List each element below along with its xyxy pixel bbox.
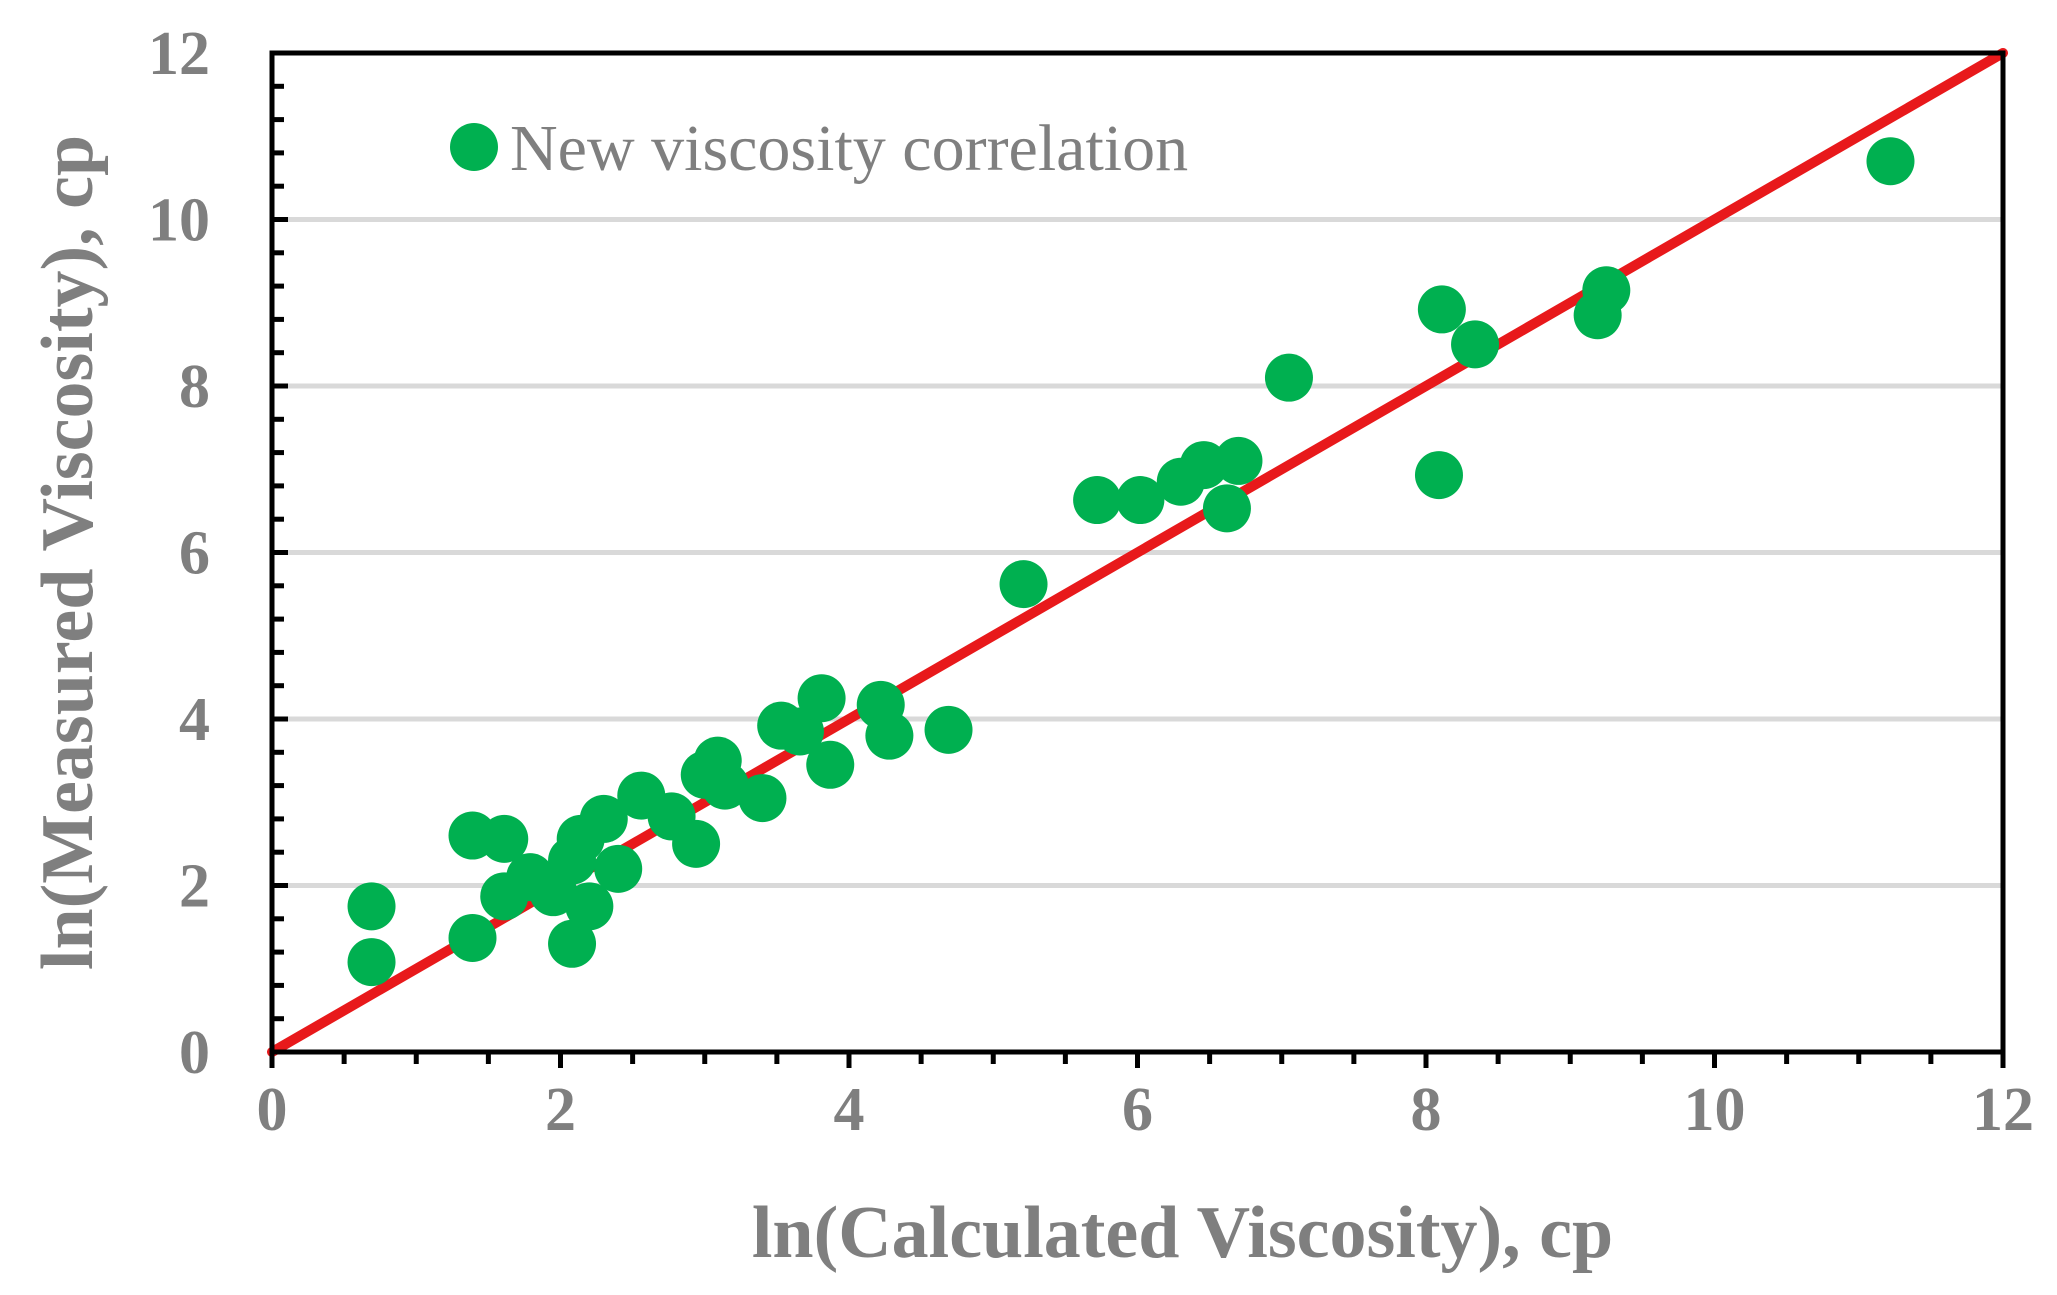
y-tick-label-4: 4 <box>179 686 210 754</box>
x-axis-title: ln(Calculated Viscosity), cp <box>752 1192 1613 1274</box>
legend-marker-new-viscosity-correlation <box>450 123 498 171</box>
data-point-38 <box>1417 285 1466 334</box>
point-layer <box>347 137 1915 987</box>
data-point-20 <box>700 761 749 810</box>
data-point-14 <box>594 844 643 893</box>
x-tick-label-6: 6 <box>1122 1076 1153 1144</box>
y-tick-label-12: 12 <box>148 20 210 88</box>
data-point-4 <box>448 913 497 962</box>
data-point-30 <box>1073 476 1122 525</box>
data-point-42 <box>1866 137 1915 186</box>
data-point-21 <box>738 774 787 823</box>
y-tick-label-6: 6 <box>179 520 210 588</box>
data-point-39 <box>1451 320 1500 369</box>
legend-label-new-viscosity-correlation: New viscosity correlation <box>510 112 1188 185</box>
legend: New viscosity correlation <box>450 112 1188 185</box>
data-point-29 <box>999 560 1048 609</box>
data-point-28 <box>924 705 973 754</box>
y-axis-title: ln(Measured Viscosity), cp <box>27 135 109 970</box>
data-point-25 <box>806 740 855 789</box>
x-tick-label-0: 0 <box>257 1076 288 1144</box>
data-point-27 <box>865 711 914 760</box>
data-point-31 <box>1116 476 1165 525</box>
x-tick-label-2: 2 <box>545 1076 576 1144</box>
data-point-35 <box>1214 436 1263 485</box>
data-point-34 <box>1202 484 1251 533</box>
x-tick-label-12: 12 <box>1972 1076 2034 1144</box>
y-tick-label-8: 8 <box>179 353 210 421</box>
data-point-41 <box>1582 266 1631 315</box>
label-layer: 0 2 4 6 8 10 12 0 2 4 6 8 10 12 <box>148 20 2034 1144</box>
data-point-36 <box>1264 353 1313 402</box>
axis-layer <box>269 50 2006 1068</box>
y-tick-label-0: 0 <box>179 1019 210 1087</box>
data-point-10 <box>548 919 597 968</box>
data-point-12 <box>565 882 614 931</box>
data-point-13 <box>579 794 628 843</box>
y-tick-label-10: 10 <box>148 187 210 255</box>
x-tick-label-10: 10 <box>1684 1076 1746 1144</box>
y-tick-label-2: 2 <box>179 853 210 921</box>
x-tick-label-8: 8 <box>1411 1076 1442 1144</box>
data-point-17 <box>672 819 721 868</box>
x-tick-label-4: 4 <box>834 1076 865 1144</box>
data-point-1 <box>347 882 396 931</box>
data-point-37 <box>1414 451 1463 500</box>
data-point-5 <box>480 814 529 863</box>
data-point-24 <box>797 674 846 723</box>
data-point-2 <box>347 938 396 987</box>
